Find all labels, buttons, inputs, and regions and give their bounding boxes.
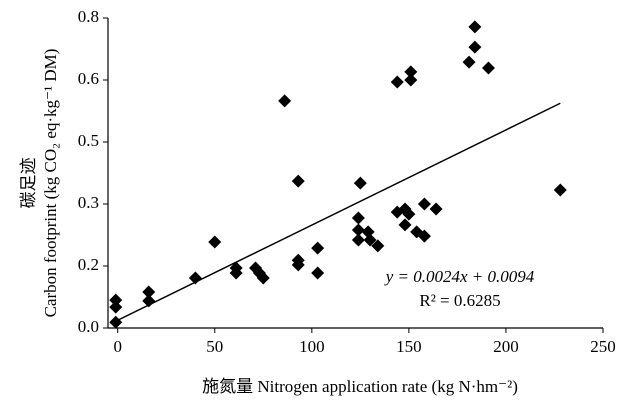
x-tick-label: 100: [299, 337, 325, 356]
point: [256, 271, 270, 285]
point: [417, 197, 431, 211]
point: [353, 176, 367, 190]
y-axis-label: Carbon footprint (kg CO₂ eq·kg⁻¹ DM): [41, 49, 60, 318]
x-tick-label: 50: [206, 337, 223, 356]
x-tick-label: 150: [396, 337, 422, 356]
point: [291, 258, 305, 272]
y-axis-label-cn: 碳足迹: [19, 158, 38, 209]
point: [109, 293, 123, 307]
r-squared: R² = 0.6285: [419, 291, 500, 310]
point: [481, 61, 495, 75]
point: [404, 73, 418, 87]
point: [468, 20, 482, 34]
point: [468, 40, 482, 54]
trend-line: [117, 102, 561, 321]
y-tick-label: 0.8: [78, 7, 99, 26]
point: [404, 65, 418, 79]
x-tick-label: 200: [493, 337, 519, 356]
point: [363, 233, 377, 247]
point: [351, 211, 365, 225]
point: [553, 183, 567, 197]
point: [208, 235, 222, 249]
point: [188, 271, 202, 285]
equation: y = 0.0024x + 0.0094: [384, 267, 535, 286]
y-tick-label: 0.2: [78, 255, 99, 274]
point: [311, 266, 325, 280]
x-tick-label: 0: [113, 337, 122, 356]
point: [390, 75, 404, 89]
y-tick-label: 0.0: [78, 317, 99, 336]
point: [278, 94, 292, 108]
point: [142, 294, 156, 308]
point: [109, 300, 123, 314]
y-tick-label: 0.6: [78, 69, 99, 88]
point: [351, 233, 365, 247]
point: [109, 315, 123, 329]
point: [462, 55, 476, 69]
y-tick-label: 0.5: [78, 131, 99, 150]
point: [402, 207, 416, 221]
point: [291, 174, 305, 188]
point: [229, 266, 243, 280]
point: [311, 241, 325, 255]
point: [429, 202, 443, 216]
y-tick-label: 0.3: [78, 193, 99, 212]
point: [417, 229, 431, 243]
point: [371, 239, 385, 253]
point: [142, 285, 156, 299]
point: [351, 223, 365, 237]
point: [398, 218, 412, 232]
x-tick-label: 250: [590, 337, 616, 356]
x-axis-label: 施氮量 Nitrogen application rate (kg N·hm⁻²…: [202, 377, 518, 396]
